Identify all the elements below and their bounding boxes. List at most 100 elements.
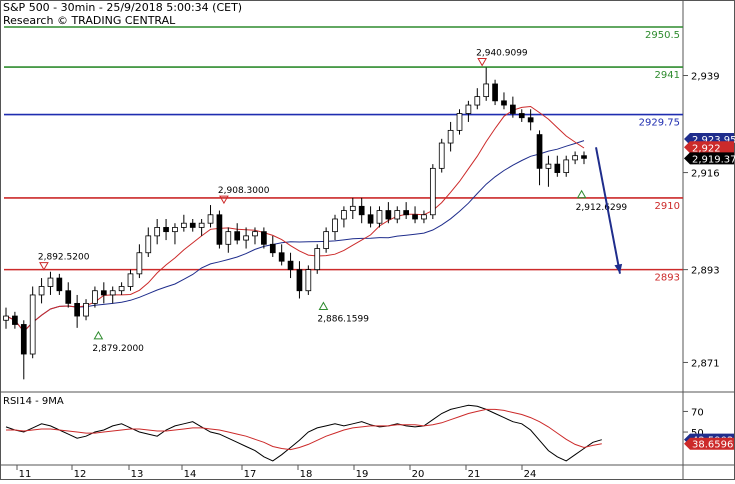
candle-body — [376, 210, 383, 224]
level-label: 2941 — [655, 70, 680, 81]
ma-value-tag-bg — [684, 141, 734, 154]
candle-body — [56, 277, 63, 292]
candle-body — [269, 243, 276, 254]
x-tick-label: 17 — [244, 469, 257, 480]
candle-body — [456, 113, 463, 131]
candle-body — [207, 214, 214, 224]
candle-body — [109, 290, 116, 296]
candle-body — [225, 231, 232, 245]
candle-body — [92, 290, 98, 304]
candle-body — [287, 260, 294, 271]
y-tick-label: 2,916 — [691, 169, 720, 180]
candle-body — [429, 167, 436, 216]
rsi-tick-label: 50 — [691, 428, 704, 439]
candle-body — [501, 100, 507, 106]
x-tick-label: 24 — [524, 469, 537, 480]
x-tick-label: 20 — [412, 469, 425, 480]
candle-body — [545, 163, 552, 169]
candle-body — [305, 269, 312, 292]
swing-high-marker — [477, 57, 488, 67]
swing-high-marker — [219, 195, 229, 205]
candle-body — [38, 286, 45, 296]
y-tick-label: 2,871 — [691, 358, 720, 369]
candle-body — [554, 163, 561, 173]
chart-title: S&P 500 - 30min - 25/9/2018 5:00:34 (CET… — [3, 1, 243, 14]
candle-body — [243, 235, 249, 241]
candle-body — [47, 277, 54, 287]
candle-body — [172, 227, 178, 233]
candle-body — [412, 214, 418, 220]
candle-body — [438, 142, 445, 169]
candle-body — [145, 235, 152, 254]
x-tick-label: 14 — [184, 469, 197, 480]
candle-body — [20, 324, 27, 355]
candle-body — [403, 210, 409, 216]
candle-body — [296, 269, 303, 292]
candle-body — [100, 290, 107, 296]
candle-body — [447, 129, 454, 144]
projection-arrow-head — [614, 263, 623, 274]
candle-body — [581, 155, 587, 159]
candle-body — [234, 231, 241, 241]
candle-body — [3, 315, 9, 321]
swing-low-marker — [576, 189, 587, 199]
last-price-tag-bg — [684, 152, 734, 165]
projection-arrow-shaft — [595, 147, 621, 274]
x-tick-label: 18 — [300, 469, 313, 480]
candle-body — [189, 222, 196, 228]
x-tick-label: 11 — [19, 469, 32, 480]
swing-low-label: 2,912.6299 — [576, 203, 628, 213]
level-label: 2950.5 — [645, 30, 680, 41]
candle-body — [12, 315, 18, 325]
swing-low-label: 2,886.1599 — [317, 314, 369, 324]
candle-body — [278, 252, 285, 262]
candle-body — [518, 113, 525, 119]
candle-body — [483, 83, 490, 98]
rsi-value-tag: 38.6596 — [692, 440, 733, 451]
candle-body — [323, 231, 329, 249]
candle-body — [332, 218, 338, 233]
candle-body — [385, 210, 392, 220]
candle-body — [118, 286, 125, 292]
rsi-title: RSI14 - 9MA — [3, 396, 64, 407]
rsi-tick-label: 70 — [691, 407, 704, 418]
level-label: 2893 — [655, 273, 680, 284]
candle-body — [314, 248, 321, 271]
moving-average-fast — [5, 105, 585, 333]
candle-body — [83, 302, 89, 317]
candle-body — [181, 222, 187, 228]
swing-high-label: 2,940.9099 — [476, 48, 528, 58]
candle-body — [341, 210, 347, 220]
candle-body — [358, 205, 365, 216]
candle-body — [74, 302, 80, 317]
candle-body — [252, 231, 258, 237]
x-tick-label: 19 — [356, 469, 369, 480]
candle-body — [421, 214, 427, 220]
x-tick-label: 12 — [74, 469, 87, 480]
candle-body — [136, 252, 143, 275]
candle-body — [572, 155, 578, 161]
candle-body — [127, 273, 134, 287]
candle-body — [163, 227, 169, 233]
chart-source: Research © TRADING CENTRAL — [3, 14, 176, 27]
ma-value-tag: 2,923.95 — [692, 135, 735, 146]
level-label: 2929.75 — [639, 118, 680, 129]
candle-body — [367, 214, 374, 224]
candle-body — [492, 83, 498, 102]
swing-low-marker — [93, 330, 104, 340]
swing-low-marker — [318, 301, 329, 310]
level-label: 2910 — [655, 201, 680, 212]
candle-body — [65, 290, 72, 304]
candle-body — [216, 214, 223, 245]
rsi-value-tag-bg — [684, 437, 734, 450]
ma-value-tag: 2,922 — [692, 143, 721, 154]
candle-body — [563, 159, 570, 173]
candle-body — [198, 222, 205, 228]
swing-high-marker — [39, 262, 49, 271]
candle-body — [394, 210, 401, 220]
swing-low-label: 2,879.2000 — [92, 344, 144, 354]
candle-body — [349, 205, 356, 211]
